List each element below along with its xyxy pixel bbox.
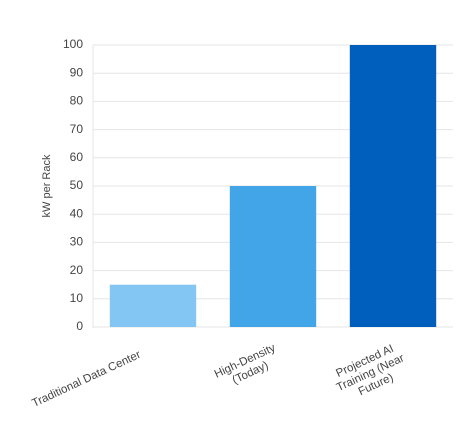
bar	[349, 45, 437, 327]
y-tick-label: 50	[70, 178, 84, 192]
y-tick-label: 90	[70, 65, 84, 79]
y-tick-label: 40	[70, 206, 84, 220]
y-tick-label: 10	[70, 291, 84, 305]
y-tick-label: 70	[70, 122, 84, 136]
y-tick-label: 20	[70, 263, 84, 277]
y-axis-title: kW per Rack	[41, 154, 53, 217]
bar	[229, 186, 317, 327]
bar	[109, 284, 197, 327]
y-tick-label: 60	[70, 150, 84, 164]
y-tick-label: 0	[76, 319, 83, 333]
y-tick-label: 30	[70, 235, 84, 249]
y-tick-label: 80	[70, 94, 84, 108]
y-tick-label: 100	[63, 37, 83, 51]
